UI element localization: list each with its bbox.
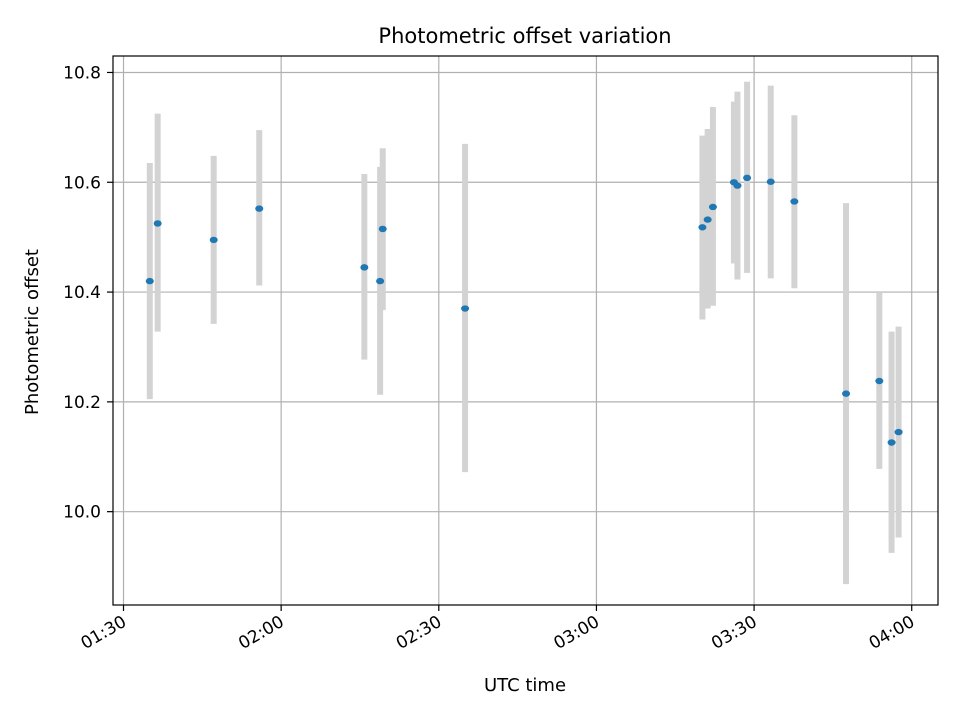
data-point — [378, 225, 387, 233]
data-point — [743, 174, 752, 182]
y-tick-label: 10.4 — [63, 283, 101, 303]
y-tick-label: 10.2 — [63, 393, 101, 413]
data-point — [703, 216, 712, 223]
data-point — [733, 182, 742, 189]
data-points — [145, 174, 903, 446]
x-axis-title: UTC time — [484, 675, 566, 696]
data-point — [708, 203, 717, 211]
data-point — [376, 277, 385, 285]
data-point — [698, 224, 707, 231]
data-point — [360, 264, 369, 271]
y-tick-label: 10.8 — [63, 63, 101, 83]
data-point — [842, 390, 851, 397]
data-point — [790, 198, 799, 205]
data-point — [209, 236, 218, 244]
data-point — [875, 377, 884, 385]
data-point — [461, 305, 470, 312]
y-tick-label: 10.6 — [63, 173, 101, 193]
data-point — [153, 220, 162, 227]
y-axis-title: Photometric offset — [22, 249, 43, 415]
data-point — [255, 205, 264, 212]
data-point — [887, 439, 896, 446]
data-point — [894, 428, 903, 436]
plot-frame — [112, 55, 939, 606]
y-tick-label: 10.0 — [63, 503, 101, 523]
data-point — [766, 178, 775, 185]
grid — [113, 56, 938, 605]
chart-title: Photometric offset variation — [378, 24, 671, 48]
data-point — [145, 277, 154, 285]
